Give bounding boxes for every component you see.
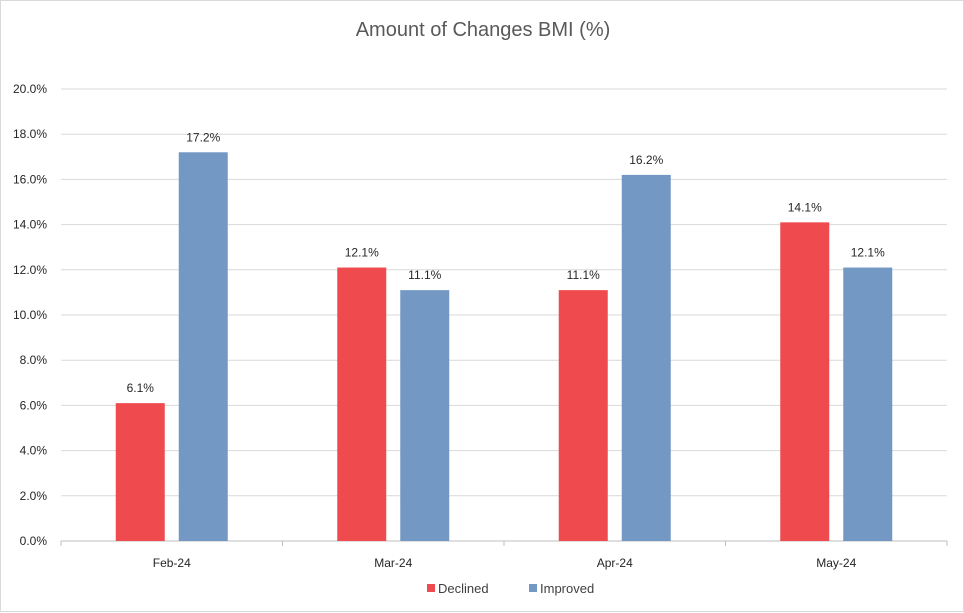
y-tick-label: 2.0% <box>20 489 48 503</box>
y-axis-ticks: 0.0% 2.0% 4.0% 6.0% 8.0% 10.0% 12.0% 14.0% 16.0%… <box>13 82 47 548</box>
legend-swatch-declined <box>427 584 435 592</box>
x-tick-label: Mar-24 <box>374 556 412 570</box>
y-tick-label: 14.0% <box>13 218 47 232</box>
y-tick-label: 18.0% <box>13 127 47 141</box>
data-label: 12.1% <box>851 246 885 260</box>
data-label: 11.1% <box>408 268 441 282</box>
bar-declined-feb-24 <box>115 403 165 541</box>
data-label: 11.1% <box>567 268 600 282</box>
x-tick-label: Feb-24 <box>153 556 191 570</box>
legend-label-declined: Declined <box>438 581 489 596</box>
legend: Declined Improved <box>427 581 594 596</box>
data-label: 16.2% <box>629 153 663 167</box>
x-tick-label: May-24 <box>816 556 856 570</box>
bar-declined-apr-24 <box>558 290 608 541</box>
data-label: 14.1% <box>788 200 822 214</box>
x-axis-ticks: Feb-24 Mar-24 Apr-24 May-24 <box>60 541 948 570</box>
y-tick-label: 16.0% <box>13 172 47 186</box>
legend-swatch-improved <box>529 584 537 592</box>
bar-improved-may-24 <box>843 267 893 541</box>
chart-title: Amount of Changes BMI (%) <box>356 19 611 41</box>
y-tick-label: 12.0% <box>13 263 47 277</box>
data-label: 6.1% <box>127 381 155 395</box>
legend-label-improved: Improved <box>540 581 594 596</box>
y-tick-label: 8.0% <box>20 353 48 367</box>
y-tick-label: 20.0% <box>13 82 47 96</box>
y-tick-label: 0.0% <box>20 534 48 548</box>
y-tick-label: 6.0% <box>20 398 48 412</box>
data-labels: 6.1% 17.2% 12.1% 11.1% 11.1% 16.2% 14.1% 12.1% <box>127 130 886 395</box>
y-tick-label: 10.0% <box>13 308 47 322</box>
y-tick-label: 4.0% <box>20 444 48 458</box>
bar-declined-mar-24 <box>337 267 387 541</box>
bar-improved-apr-24 <box>621 174 671 541</box>
bar-improved-feb-24 <box>178 152 228 541</box>
data-label: 12.1% <box>345 246 379 260</box>
bar-declined-may-24 <box>780 222 830 541</box>
bars <box>115 152 893 541</box>
bar-improved-mar-24 <box>400 290 450 541</box>
data-label: 17.2% <box>186 130 220 144</box>
x-tick-label: Apr-24 <box>597 556 633 570</box>
